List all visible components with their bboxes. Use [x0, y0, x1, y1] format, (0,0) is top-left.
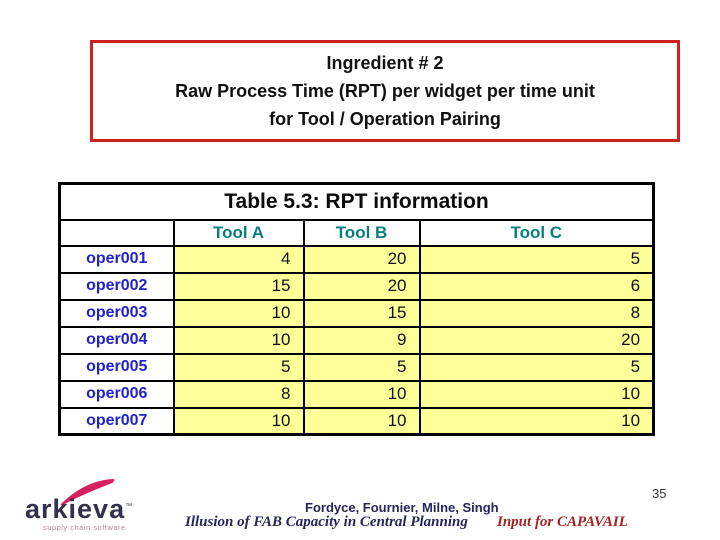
cell-value: 5	[418, 352, 655, 382]
footer-book-title: Illusion of FAB Capacity in Central Plan…	[185, 514, 468, 530]
table-row: oper003 10 15 8	[58, 298, 655, 328]
cell-value: 10	[418, 379, 655, 409]
cell-value: 9	[302, 325, 421, 355]
column-header-tool-a: Tool A	[172, 218, 305, 247]
row-label: oper002	[58, 271, 175, 301]
cell-value: 8	[172, 379, 305, 409]
slide-title-line-1: Ingredient # 2	[326, 53, 444, 73]
row-label: oper005	[58, 352, 175, 382]
cell-value: 8	[418, 298, 655, 328]
slide-title-line-3: for Tool / Operation Pairing	[269, 109, 501, 129]
arkieva-logo-wordmark: arkieva™	[25, 492, 133, 524]
cell-value: 20	[418, 325, 655, 355]
slide-title-box: Ingredient # 2 Raw Process Time (RPT) pe…	[90, 40, 680, 142]
column-header-tool-b: Tool B	[302, 218, 421, 247]
row-label: oper006	[58, 379, 175, 409]
table-row: oper002 15 20 6	[58, 271, 655, 301]
table-title: Table 5.3: RPT information	[58, 182, 655, 221]
footer-capavail-note: Input for CAPAVAIL	[497, 514, 628, 530]
arkieva-logo: arkieva™ supply chain software	[15, 470, 145, 532]
row-label: oper003	[58, 298, 175, 328]
table-row: oper007 10 10 10	[58, 406, 655, 436]
rpt-table: Table 5.3: RPT information Tool A Tool B…	[58, 182, 656, 436]
cell-value: 10	[172, 406, 305, 436]
table-title-row: Table 5.3: RPT information	[58, 182, 655, 221]
page-number: 35	[652, 486, 667, 501]
cell-value: 6	[418, 271, 655, 301]
cell-value: 4	[172, 244, 305, 274]
table-header-row: Tool A Tool B Tool C	[58, 218, 655, 247]
rpt-table-container: Table 5.3: RPT information Tool A Tool B…	[58, 182, 656, 436]
cell-value: 10	[172, 298, 305, 328]
row-label: oper001	[58, 244, 175, 274]
arkieva-logo-tagline: supply chain software	[43, 523, 126, 532]
arkieva-logo-name: arkieva	[25, 494, 126, 524]
corner-cell	[58, 218, 175, 247]
row-label: oper007	[58, 406, 175, 436]
row-label: oper004	[58, 325, 175, 355]
slide-title-line-2: Raw Process Time (RPT) per widget per ti…	[175, 81, 595, 101]
cell-value: 5	[302, 352, 421, 382]
table-row: oper004 10 9 20	[58, 325, 655, 355]
footer-authors: Fordyce, Fournier, Milne, Singh	[305, 500, 499, 515]
cell-value: 15	[172, 271, 305, 301]
table-row: oper006 8 10 10	[58, 379, 655, 409]
table-row: oper005 5 5 5	[58, 352, 655, 382]
column-header-tool-c: Tool C	[418, 218, 655, 247]
cell-value: 5	[418, 244, 655, 274]
cell-value: 10	[172, 325, 305, 355]
cell-value: 20	[302, 271, 421, 301]
cell-value: 20	[302, 244, 421, 274]
cell-value: 10	[302, 379, 421, 409]
arkieva-swoosh-icon	[60, 479, 115, 506]
cell-value: 15	[302, 298, 421, 328]
table-row: oper001 4 20 5	[58, 244, 655, 274]
cell-value: 10	[302, 406, 421, 436]
trademark-symbol: ™	[125, 503, 134, 510]
cell-value: 5	[172, 352, 305, 382]
cell-value: 10	[418, 406, 655, 436]
